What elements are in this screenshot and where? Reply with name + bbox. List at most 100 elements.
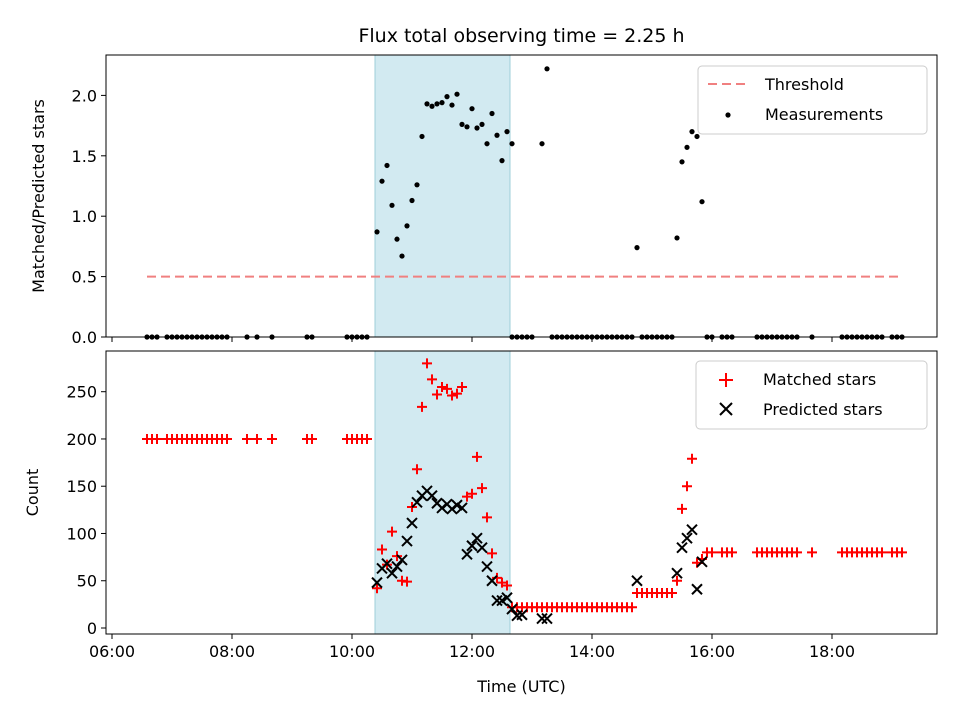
predicted-star-point <box>541 612 553 625</box>
measurement-point <box>394 236 400 242</box>
y-tick-label: 200 <box>66 430 97 449</box>
matched-star-point <box>252 433 262 444</box>
measurement-point <box>469 106 475 112</box>
predicted-star-point <box>411 496 423 508</box>
measurement-point <box>409 197 415 204</box>
matched-star-point <box>242 433 252 444</box>
y-tick-label: 150 <box>66 477 97 496</box>
bottom-panel: 06:00 08:00 10:00 12:00 14:00 16:00 18:00 0 50 1… <box>23 350 938 696</box>
matched-star-point <box>362 433 372 444</box>
matched-star-point <box>432 389 442 400</box>
matched-star-point <box>707 547 717 558</box>
predicted-star-point <box>476 541 488 554</box>
matched-star-point <box>877 547 887 558</box>
measurement-point <box>694 133 700 140</box>
measurement-point <box>499 158 505 164</box>
x-axis-label: Time (UTC) <box>476 677 565 696</box>
legend-measurements-label: Measurements <box>765 105 883 124</box>
predicted-star-point <box>671 567 683 579</box>
bottom-axes-frame <box>105 350 938 635</box>
measurement-point <box>689 129 695 135</box>
predicted-star-point <box>456 502 468 514</box>
matched-star-point <box>482 512 492 523</box>
predicted-star-point <box>631 575 643 587</box>
predicted-star-point <box>536 612 548 625</box>
bottom-shaded-interval <box>374 350 511 635</box>
top-shaded-interval <box>374 54 511 338</box>
measurement-point <box>474 125 480 131</box>
top-y-ticks: 0.0 0.5 1.0 1.5 2.0 <box>72 86 106 347</box>
measurement-point <box>699 199 705 205</box>
matched-star-point <box>152 433 162 444</box>
matched-star-point <box>402 576 412 587</box>
matched-star-point <box>442 383 452 394</box>
y-tick-label: 0.0 <box>72 328 97 347</box>
predicted-star-point <box>401 535 413 547</box>
matched-star-point <box>372 583 382 594</box>
matched-star-point <box>307 433 317 444</box>
matched-star-point <box>477 483 487 494</box>
matched-star-point <box>897 547 907 558</box>
y-tick-label: 250 <box>66 383 97 402</box>
predicted-star-point <box>481 560 493 573</box>
predicted-star-point <box>686 523 698 536</box>
bottom-legend: Matched stars Predicted stars <box>695 360 928 430</box>
measurement-point <box>544 66 550 72</box>
matched-star-point <box>472 451 482 462</box>
matched-star-point <box>627 602 637 613</box>
top-axes-frame <box>105 54 938 338</box>
bottom-y-axis-label: Count <box>23 469 42 517</box>
matched-star-point <box>377 544 387 555</box>
matched-star-point <box>667 588 677 599</box>
matched-star-point <box>687 453 697 464</box>
measurement-point <box>379 178 385 184</box>
predicted-star-point <box>386 567 398 579</box>
matched-star-point <box>422 358 432 369</box>
y-tick-label: 1.0 <box>72 207 97 226</box>
measurement-points <box>144 66 905 340</box>
predicted-star-point <box>471 532 483 544</box>
legend-threshold-label: Threshold <box>764 75 844 94</box>
predicted-star-point <box>676 541 688 554</box>
bottom-x-ticks: 06:00 08:00 10:00 12:00 14:00 16:00 18:00 <box>89 634 855 661</box>
x-tick-label: 18:00 <box>809 642 855 661</box>
top-panel: 0.0 0.5 1.0 1.5 2.0 Flux total observing tim… <box>29 25 938 347</box>
measurement-point <box>434 101 440 107</box>
matched-star-point <box>267 433 277 444</box>
measurement-point <box>454 91 460 97</box>
matched-star-point <box>387 526 397 537</box>
matched-star-point <box>452 388 462 399</box>
predicted-star-point <box>516 609 528 621</box>
predicted-star-point <box>486 575 498 587</box>
y-tick-label: 2.0 <box>72 86 97 105</box>
predicted-star-point <box>371 576 383 589</box>
matched-star-point <box>447 390 457 401</box>
measurement-point <box>429 103 435 109</box>
predicted-star-point <box>396 554 408 566</box>
measurement-point <box>444 94 450 100</box>
matched-star-point <box>502 580 512 591</box>
predicted-star-point <box>466 540 478 552</box>
y-tick-label: 100 <box>66 524 97 543</box>
measurement-point <box>464 124 470 130</box>
matched-star-point <box>672 575 682 586</box>
measurement-point <box>479 121 485 127</box>
bottom-legend-box <box>695 360 928 430</box>
measurement-point <box>684 144 690 150</box>
measurement-point <box>509 141 515 147</box>
legend-matched-label: Matched stars <box>763 370 876 389</box>
y-tick-label: 0.5 <box>72 268 97 287</box>
measurement-point <box>449 102 455 108</box>
measurement-point <box>679 159 685 165</box>
x-tick-label: 16:00 <box>689 642 735 661</box>
predicted-star-point <box>681 532 693 544</box>
legend-matched-swatch <box>719 373 733 387</box>
measurement-point <box>634 245 640 251</box>
matched-star-point <box>792 547 802 558</box>
matched-star-point <box>412 464 422 475</box>
predicted-star-point <box>691 583 703 595</box>
measurement-point <box>439 100 445 106</box>
predicted-star-points <box>371 485 708 625</box>
predicted-star-point <box>506 603 518 615</box>
